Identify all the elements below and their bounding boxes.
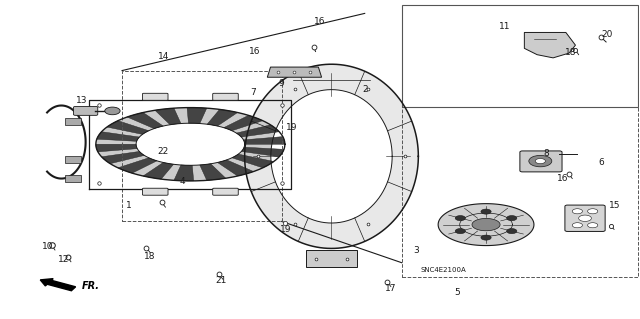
Polygon shape	[244, 64, 419, 249]
Polygon shape	[438, 204, 534, 246]
Circle shape	[572, 223, 582, 228]
Circle shape	[455, 216, 465, 221]
Bar	[65, 175, 81, 182]
Circle shape	[588, 223, 598, 228]
Text: 20: 20	[602, 30, 613, 39]
Text: 8: 8	[544, 149, 550, 158]
Polygon shape	[241, 147, 284, 157]
Polygon shape	[200, 164, 226, 180]
Circle shape	[529, 155, 552, 167]
Text: 21: 21	[215, 276, 227, 285]
Text: SNC4E2100A: SNC4E2100A	[420, 267, 466, 273]
FancyBboxPatch shape	[143, 188, 168, 195]
Text: 19: 19	[280, 225, 292, 234]
FancyBboxPatch shape	[565, 205, 605, 232]
Circle shape	[572, 209, 582, 214]
Polygon shape	[236, 125, 279, 137]
Circle shape	[455, 229, 465, 234]
Circle shape	[481, 235, 491, 240]
Text: 16: 16	[249, 47, 260, 56]
Text: 13: 13	[76, 96, 88, 105]
Text: 16: 16	[557, 174, 568, 183]
Text: 7: 7	[250, 88, 256, 97]
Polygon shape	[224, 115, 263, 131]
Polygon shape	[155, 108, 181, 125]
Polygon shape	[96, 108, 285, 181]
Text: 4: 4	[180, 177, 186, 186]
Circle shape	[535, 159, 545, 164]
Bar	[306, 250, 357, 268]
Polygon shape	[268, 67, 321, 77]
Polygon shape	[232, 154, 274, 168]
Circle shape	[507, 216, 517, 221]
Text: 5: 5	[454, 288, 460, 297]
Polygon shape	[143, 162, 173, 179]
Polygon shape	[174, 165, 194, 181]
Bar	[65, 118, 81, 125]
Polygon shape	[207, 109, 237, 126]
Circle shape	[507, 229, 517, 234]
Polygon shape	[271, 90, 392, 223]
Text: 17: 17	[385, 284, 396, 293]
Circle shape	[588, 209, 598, 214]
Text: 11: 11	[499, 22, 511, 31]
FancyBboxPatch shape	[74, 107, 98, 115]
Polygon shape	[243, 137, 285, 144]
Polygon shape	[127, 113, 163, 129]
Circle shape	[105, 107, 120, 115]
Text: 1: 1	[125, 201, 131, 210]
FancyBboxPatch shape	[520, 151, 562, 172]
Circle shape	[481, 209, 491, 214]
Text: FR.: FR.	[82, 281, 100, 291]
Polygon shape	[102, 152, 145, 164]
Bar	[65, 156, 81, 163]
Polygon shape	[97, 132, 140, 141]
Polygon shape	[118, 158, 157, 173]
Polygon shape	[96, 144, 137, 152]
Text: 14: 14	[158, 52, 169, 61]
FancyBboxPatch shape	[212, 188, 238, 195]
Text: 12: 12	[58, 255, 69, 264]
Text: 15: 15	[609, 201, 621, 210]
Polygon shape	[187, 108, 207, 123]
FancyArrow shape	[40, 279, 76, 291]
Bar	[122, 70, 282, 221]
Text: 19: 19	[285, 123, 297, 132]
Bar	[402, 107, 638, 277]
Text: 22: 22	[157, 147, 168, 156]
Circle shape	[579, 215, 591, 221]
Text: 10: 10	[42, 242, 53, 251]
Text: 6: 6	[598, 158, 604, 167]
Text: 3: 3	[413, 246, 419, 255]
Polygon shape	[524, 33, 575, 58]
Text: 18: 18	[564, 48, 576, 57]
Bar	[402, 5, 638, 107]
Text: 9: 9	[279, 79, 285, 88]
FancyBboxPatch shape	[143, 93, 168, 100]
Polygon shape	[218, 160, 253, 176]
Polygon shape	[107, 121, 148, 134]
Text: 2: 2	[362, 85, 367, 94]
Text: 18: 18	[144, 252, 156, 261]
FancyBboxPatch shape	[212, 93, 238, 100]
Polygon shape	[472, 219, 500, 231]
Text: 16: 16	[314, 17, 326, 26]
